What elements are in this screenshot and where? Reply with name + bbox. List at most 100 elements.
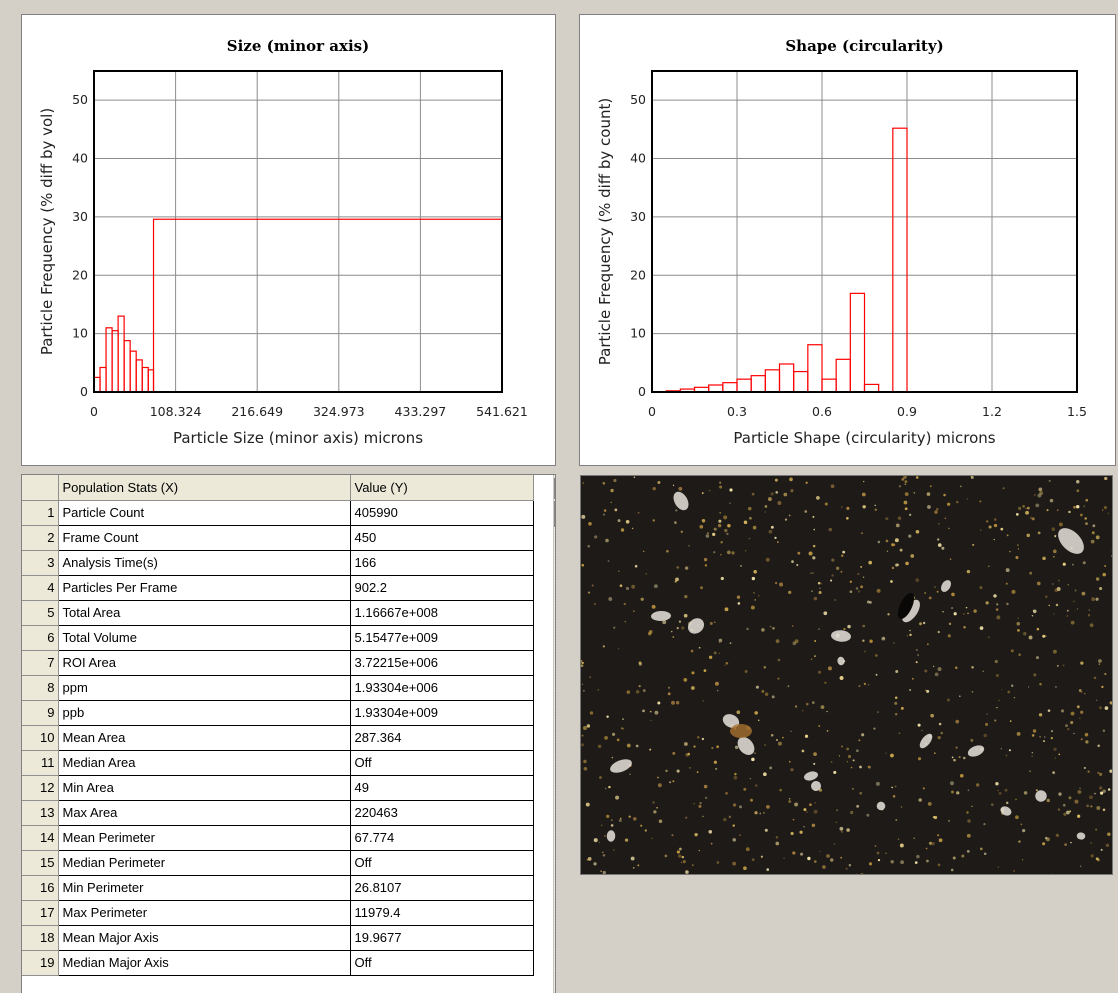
row-number[interactable]: 5 — [22, 600, 59, 626]
stat-value-cell[interactable]: 49 — [350, 775, 534, 801]
table-row[interactable]: 4 Particles Per Frame 902.2 — [22, 575, 534, 601]
table-row[interactable]: 1 Particle Count 405990 — [22, 500, 534, 526]
stat-label-cell[interactable]: Max Area — [58, 800, 351, 826]
stat-label-cell[interactable]: ppb — [58, 700, 351, 726]
micrograph-speck — [804, 734, 809, 738]
stat-value-cell[interactable]: 5.15477e+009 — [350, 625, 534, 651]
table-row[interactable]: 10 Mean Area 287.364 — [22, 725, 534, 751]
scroll-up-arrow-icon[interactable]: ▲ — [554, 478, 555, 499]
row-number[interactable]: 15 — [22, 850, 59, 876]
stat-value-cell[interactable]: 220463 — [350, 800, 534, 826]
row-number[interactable]: 19 — [22, 950, 59, 976]
stat-value-cell[interactable]: 287.364 — [350, 725, 534, 751]
micrograph-speck — [732, 824, 735, 827]
stat-value-cell[interactable]: 166 — [350, 550, 534, 576]
stat-value-cell[interactable]: 1.93304e+009 — [350, 700, 534, 726]
table-row[interactable]: 18 Mean Major Axis 19.9677 — [22, 925, 534, 951]
stat-label-cell[interactable]: Max Perimeter — [58, 900, 351, 926]
micrograph-speck — [922, 787, 925, 790]
stat-label-cell[interactable]: Mean Area — [58, 725, 351, 751]
table-row[interactable]: 11 Median Area Off — [22, 750, 534, 776]
stat-label-cell[interactable]: Mean Major Axis — [58, 925, 351, 951]
micrograph-speck — [581, 661, 584, 665]
stat-value-cell[interactable]: 405990 — [350, 500, 534, 526]
stat-value-cell[interactable]: 3.72215e+006 — [350, 650, 534, 676]
stat-label-cell[interactable]: ROI Area — [58, 650, 351, 676]
stat-value-cell[interactable]: 1.93304e+006 — [350, 675, 534, 701]
stat-label-cell[interactable]: Median Perimeter — [58, 850, 351, 876]
row-number[interactable]: 8 — [22, 675, 59, 701]
stat-label-cell[interactable]: Min Perimeter — [58, 875, 351, 901]
stat-label-cell[interactable]: Mean Perimeter — [58, 825, 351, 851]
micrograph-speck — [1028, 686, 1030, 688]
micrograph-speck — [1039, 491, 1044, 495]
table-row[interactable]: 7 ROI Area 3.72215e+006 — [22, 650, 534, 676]
stat-label-cell[interactable]: Analysis Time(s) — [58, 550, 351, 576]
table-row[interactable]: 5 Total Area 1.16667e+008 — [22, 600, 534, 626]
stat-value-cell[interactable]: 1.16667e+008 — [350, 600, 534, 626]
row-number[interactable]: 13 — [22, 800, 59, 826]
stat-label-cell[interactable]: Total Area — [58, 600, 351, 626]
row-number[interactable]: 12 — [22, 775, 59, 801]
table-row[interactable]: 6 Total Volume 5.15477e+009 — [22, 625, 534, 651]
population-stats-grid[interactable]: Population Stats (X) Value (Y) 1 Particle… — [21, 474, 556, 993]
stat-value-cell[interactable]: 11979.4 — [350, 900, 534, 926]
table-row[interactable]: 9 ppb 1.93304e+009 — [22, 700, 534, 726]
stat-label-cell[interactable]: Median Area — [58, 750, 351, 776]
row-number[interactable]: 9 — [22, 700, 59, 726]
micrograph-speck — [1031, 734, 1035, 737]
table-row[interactable]: 13 Max Area 220463 — [22, 800, 534, 826]
row-number[interactable]: 16 — [22, 875, 59, 901]
row-number[interactable]: 10 — [22, 725, 59, 751]
row-number[interactable]: 11 — [22, 750, 59, 776]
stat-label-cell[interactable]: Min Area — [58, 775, 351, 801]
row-number[interactable]: 6 — [22, 625, 59, 651]
stat-label-cell[interactable]: Median Major Axis — [58, 950, 351, 976]
stat-label-cell[interactable]: Total Volume — [58, 625, 351, 651]
stat-value-cell[interactable]: Off — [350, 850, 534, 876]
stat-value-cell[interactable]: Off — [350, 950, 534, 976]
micrograph-speck — [779, 788, 783, 792]
table-row[interactable]: 17 Max Perimeter 11979.4 — [22, 900, 534, 926]
table-row[interactable]: 14 Mean Perimeter 67.774 — [22, 825, 534, 851]
row-number[interactable]: 4 — [22, 575, 59, 601]
row-number[interactable]: 14 — [22, 825, 59, 851]
stat-label-cell[interactable]: Particle Count — [58, 500, 351, 526]
micrograph-speck — [979, 529, 982, 531]
table-row[interactable]: 2 Frame Count 450 — [22, 525, 534, 551]
stat-value-cell[interactable]: 19.9677 — [350, 925, 534, 951]
row-number[interactable]: 17 — [22, 900, 59, 926]
table-row[interactable]: 8 ppm 1.93304e+006 — [22, 675, 534, 701]
micrograph-speck — [1076, 608, 1079, 610]
stat-label-cell[interactable]: Frame Count — [58, 525, 351, 551]
micrograph-speck — [857, 590, 861, 593]
header-value[interactable]: Value (Y) — [350, 475, 534, 501]
row-number[interactable]: 7 — [22, 650, 59, 676]
micrograph-speck — [956, 791, 960, 795]
header-corner-cell[interactable] — [22, 475, 59, 501]
stat-label-cell[interactable]: ppm — [58, 675, 351, 701]
stat-value-cell[interactable]: 450 — [350, 525, 534, 551]
micrograph-speck — [777, 741, 782, 746]
micrograph-speck — [998, 699, 1000, 702]
micrograph-speck — [1089, 623, 1094, 628]
stat-value-cell[interactable]: Off — [350, 750, 534, 776]
header-population-stats[interactable]: Population Stats (X) — [58, 475, 351, 501]
table-row[interactable]: 15 Median Perimeter Off — [22, 850, 534, 876]
scroll-thumb[interactable] — [554, 501, 555, 527]
row-number[interactable]: 2 — [22, 525, 59, 551]
table-row[interactable]: 19 Median Major Axis Off — [22, 950, 534, 976]
micrograph-speck — [1085, 498, 1089, 502]
row-number[interactable]: 1 — [22, 500, 59, 526]
stat-label-cell[interactable]: Particles Per Frame — [58, 575, 351, 601]
table-row[interactable]: 3 Analysis Time(s) 166 — [22, 550, 534, 576]
row-number[interactable]: 3 — [22, 550, 59, 576]
stat-value-cell[interactable]: 67.774 — [350, 825, 534, 851]
table-row[interactable]: 16 Min Perimeter 26.8107 — [22, 875, 534, 901]
micrograph-speck — [726, 550, 731, 555]
vertical-scrollbar[interactable]: ▲ — [553, 475, 555, 993]
stat-value-cell[interactable]: 26.8107 — [350, 875, 534, 901]
table-row[interactable]: 12 Min Area 49 — [22, 775, 534, 801]
stat-value-cell[interactable]: 902.2 — [350, 575, 534, 601]
row-number[interactable]: 18 — [22, 925, 59, 951]
